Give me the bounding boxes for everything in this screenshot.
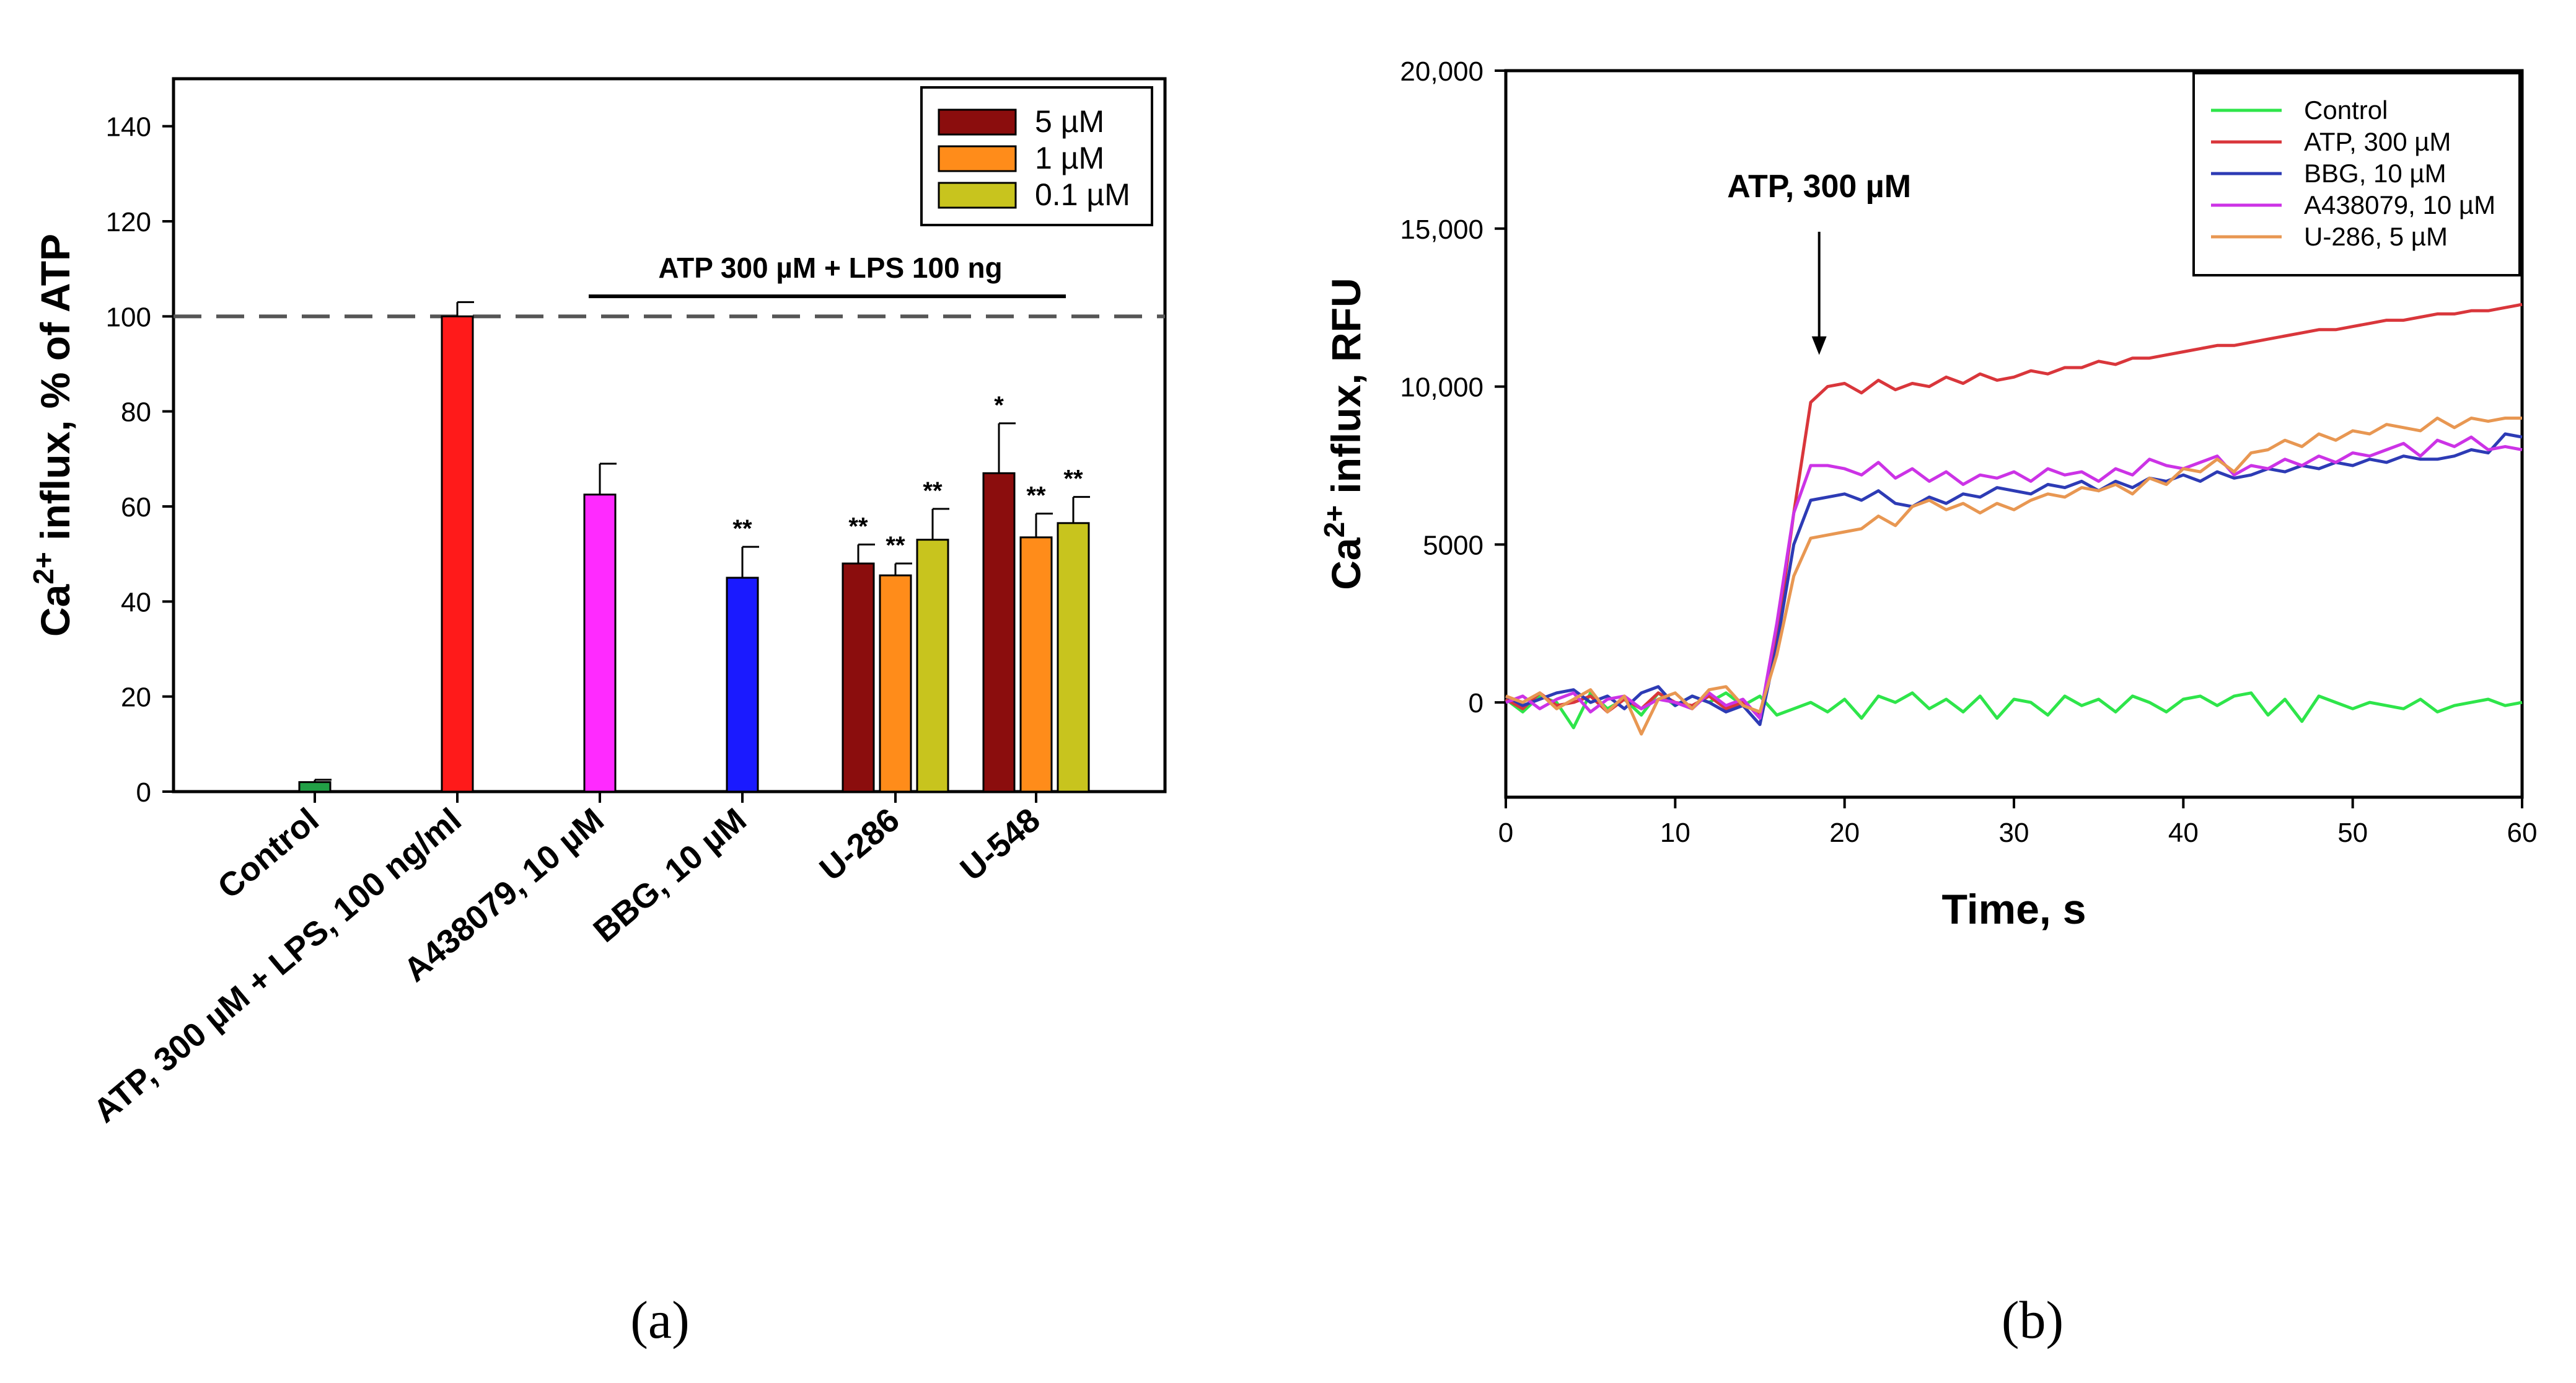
line-x-tick-label: 40: [2168, 818, 2199, 848]
line-x-tick-label: 10: [1660, 818, 1690, 848]
line-legend-label: U-286, 5 µM: [2304, 222, 2448, 251]
bar: [916, 539, 949, 793]
line-x-tick-label: 30: [1999, 818, 2029, 848]
line-x-tick-label: 20: [1829, 818, 1860, 848]
line-x-tick-label: 50: [2337, 818, 2368, 848]
bar: [726, 577, 759, 793]
significance-mark: **: [732, 515, 752, 542]
line-legend-label: Control: [2304, 95, 2388, 125]
line-series-path: [1505, 417, 2522, 736]
bar-y-axis-label-sup: 2+: [27, 552, 59, 584]
legend-label-1uM: 1 µM: [1035, 141, 1104, 175]
bar-chart-panel: 0 20 40 60 80 100 120 140 ATP 300 µM + LPS 100 …: [27, 77, 1167, 1350]
bar-y-tick-label: 40: [121, 587, 151, 617]
bar-y-tick-label: 100: [106, 302, 151, 332]
bar-y-tick-label: 140: [106, 112, 151, 143]
legend-label-01uM: 0.1 µM: [1035, 177, 1130, 212]
bar-x-tick-label: BBG, 10 µM: [586, 801, 753, 950]
line-legend-label: ATP, 300 µM: [2304, 127, 2451, 156]
line-y-axis-label-rest: influx, RFU: [1323, 278, 1369, 505]
treatment-bracket-label: ATP 300 µM + LPS 100 ng: [658, 252, 1002, 284]
legend-swatch-5uM: [938, 108, 1017, 136]
line-y-axis-label-base: Ca: [1323, 537, 1369, 590]
bar-y-axis-label-base: Ca: [32, 583, 78, 637]
bar: [842, 562, 875, 793]
bar-y-tick-label: 60: [121, 492, 151, 523]
bar-y-axis-label: Ca2+ influx, % of ATP: [27, 234, 78, 637]
line-x-tick-label: 0: [1498, 818, 1513, 848]
bar-y-tick-label: 120: [106, 207, 151, 237]
significance-mark: **: [848, 513, 868, 540]
bar-y-tick-label: 80: [121, 397, 151, 428]
line-x-axis-label: Time, s: [1941, 886, 2086, 933]
bar: [583, 493, 617, 793]
line-legend-label: A438079, 10 µM: [2304, 190, 2495, 219]
bar: [1019, 536, 1053, 793]
line-y-tick-label: 15,000: [1400, 214, 1484, 245]
panel-label-b: (b): [2002, 1290, 2064, 1350]
line-x-tick-label: 60: [2507, 818, 2538, 848]
bar-y-axis-label-rest: influx, % of ATP: [32, 234, 78, 552]
atp-arrow-head: [1811, 336, 1827, 355]
atp-annotation-label: ATP, 300 µM: [1727, 169, 1911, 205]
atp-annotation: ATP, 300 µM: [1727, 169, 1911, 355]
bar-plot-area: [172, 77, 1167, 793]
bar-y-axis: 0 20 40 60 80 100 120 140: [106, 112, 174, 808]
line-y-tick-label: 10,000: [1400, 373, 1484, 403]
bar-x-tick-label: U-286: [812, 801, 906, 888]
significance-mark: **: [886, 532, 905, 559]
line-legend-label: BBG, 10 µM: [2304, 159, 2446, 188]
significance-mark: **: [1063, 466, 1083, 493]
bar-x-tick-label: U-548: [953, 801, 1047, 888]
significance-mark: **: [923, 477, 943, 505]
bar: [441, 315, 474, 793]
line-axes: 0 10 20 30 40 50 60 0 5000 10,000 15,000 20,000: [1400, 56, 2537, 848]
bar-series: ** ***********: [298, 301, 1090, 793]
bar: [298, 781, 332, 793]
bar: [982, 472, 1016, 793]
legend-label-5uM: 5 µM: [1035, 104, 1104, 139]
bar: [1057, 522, 1090, 793]
panel-label-a: (a): [630, 1290, 689, 1350]
line-y-tick-label: 0: [1469, 688, 1484, 718]
line-series-path: [1505, 435, 2523, 720]
line-chart-panel: 0 10 20 30 40 50 60 0 5000 10,000 15,000 20,000 ATP…: [1318, 56, 2537, 1350]
significance-mark: *: [994, 392, 1004, 419]
line-series: [1505, 303, 2523, 736]
bar-y-tick-label: 20: [121, 683, 151, 713]
line-y-axis-label-sup: 2+: [1318, 505, 1350, 537]
line-y-tick-label: 5000: [1423, 530, 1484, 560]
line-y-tick-label: 20,000: [1400, 56, 1484, 87]
line-series-path: [1505, 432, 2523, 727]
bar-y-tick-label: 0: [136, 777, 151, 808]
bar-x-tick-label: Control: [211, 801, 326, 906]
line-y-axis-label: Ca2+ influx, RFU: [1318, 278, 1369, 590]
legend-swatch-1uM: [938, 145, 1017, 172]
legend-swatch-01uM: [938, 182, 1017, 209]
significance-mark: **: [1026, 482, 1046, 510]
bar: [879, 574, 912, 793]
bar-legend: 5 µM 1 µM 0.1 µM: [920, 86, 1153, 226]
